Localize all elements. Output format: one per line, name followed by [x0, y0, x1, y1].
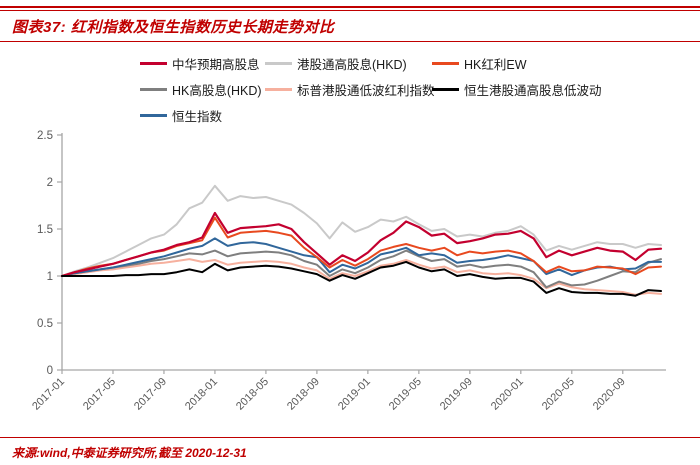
- x-tick-label: 2019-09: [438, 376, 475, 413]
- title-divider-rule: [0, 41, 700, 42]
- series-line-6: [61, 237, 662, 277]
- x-tick-label: 2020-01: [489, 376, 526, 413]
- x-tick-label: 2018-05: [234, 376, 271, 413]
- x-tick-label: 2019-05: [387, 376, 424, 413]
- legend-item: HK高股息(HKD): [140, 76, 265, 102]
- legend-swatch-icon: [265, 61, 292, 65]
- legend-label: HK高股息(HKD): [172, 83, 262, 98]
- y-tick-label: 2: [47, 177, 53, 189]
- x-tick-label: 2017-05: [81, 376, 118, 413]
- legend-item: 港股通高股息(HKD): [265, 50, 432, 76]
- legend-label: 恒生指数: [172, 109, 223, 124]
- y-tick-label: 1.5: [37, 224, 53, 236]
- legend-label: 港股通高股息(HKD): [297, 57, 407, 72]
- chart-legend: 中华预期高股息 港股通高股息(HKD) HK红利EW HK高股息(HKD) 标普港股通低…: [0, 50, 700, 128]
- series-line-3: [61, 249, 662, 289]
- x-tick-label: 2018-09: [285, 376, 322, 413]
- legend-item: HK红利EW: [432, 50, 700, 76]
- series-line-2: [61, 216, 662, 277]
- legend-label: 中华预期高股息: [172, 57, 260, 72]
- y-tick-label: 0: [47, 365, 53, 377]
- x-tick-label: 2019-01: [336, 376, 373, 413]
- source-note: 来源:wind,中泰证券研究所,截至 2020-12-31: [12, 446, 247, 460]
- legend-swatch-icon: [432, 87, 459, 91]
- legend-label: 标普港股通低波红利指数: [297, 83, 435, 98]
- y-tick-label: 1: [47, 271, 53, 283]
- series-line-0: [60, 211, 663, 278]
- legend-label: 恒生港股通高股息低波动: [464, 83, 602, 98]
- footer-rule: [0, 437, 700, 438]
- legend-swatch-icon: [432, 61, 459, 65]
- x-tick-label: 2018-01: [183, 376, 220, 413]
- legend-swatch-icon: [265, 87, 292, 91]
- y-tick-label: 2.5: [37, 130, 53, 142]
- series-line-4: [61, 258, 662, 296]
- legend-label: HK红利EW: [464, 57, 527, 72]
- x-tick-label: 2020-09: [591, 376, 628, 413]
- legend-swatch-icon: [140, 61, 167, 65]
- x-tick-label: 2017-01: [30, 376, 67, 413]
- legend-item: 标普港股通低波红利指数: [265, 76, 435, 102]
- legend-item: 中华预期高股息: [140, 50, 265, 76]
- legend-swatch-icon: [140, 87, 167, 91]
- top-rule-thick: [0, 6, 700, 8]
- legend-item: 恒生指数: [140, 102, 265, 128]
- y-tick-label: 0.5: [37, 318, 53, 330]
- legend-swatch-icon: [140, 113, 167, 117]
- series-line-5: [61, 260, 662, 297]
- x-tick-label: 2020-05: [540, 376, 577, 413]
- top-rule-thin: [0, 10, 700, 11]
- legend-item: 恒生港股通高股息低波动: [432, 76, 700, 102]
- series-line-1: [61, 184, 662, 277]
- x-tick-label: 2017-09: [132, 376, 169, 413]
- figure-title: 图表37: 红利指数及恒生指数历史长期走势对比: [12, 19, 335, 36]
